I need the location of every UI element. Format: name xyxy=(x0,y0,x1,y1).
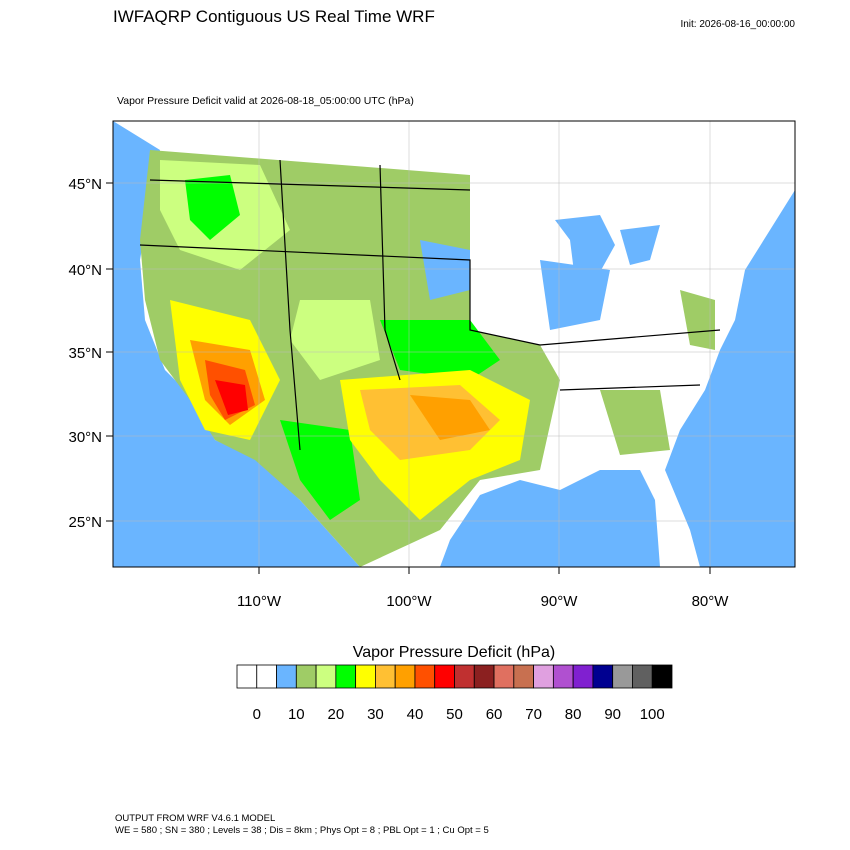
lon-label: 80°W xyxy=(692,593,730,610)
color-box xyxy=(493,664,515,689)
longitude-labels: 110°W 100°W 90°W 80°W xyxy=(237,567,729,610)
colorbar-label: 90 xyxy=(604,706,621,723)
lon-label: 90°W xyxy=(541,593,579,610)
colorbar: 0 10 20 30 40 50 60 70 80 90 100 xyxy=(236,664,673,723)
lat-label: 45°N xyxy=(68,176,102,193)
colorbar-label: 70 xyxy=(525,706,542,723)
lon-label: 100°W xyxy=(386,593,432,610)
color-box xyxy=(632,664,653,689)
color-box xyxy=(572,664,594,689)
color-box xyxy=(533,664,554,689)
color-box xyxy=(473,664,495,689)
lat-label: 30°N xyxy=(68,429,102,446)
colorbar-title: Vapor Pressure Deficit (hPa) xyxy=(353,644,555,661)
colorbar-label: 80 xyxy=(565,706,582,723)
color-box xyxy=(394,664,416,689)
color-box xyxy=(295,664,317,689)
latitude-labels: 45°N 40°N 35°N 30°N 25°N xyxy=(68,176,113,531)
color-box xyxy=(335,664,357,689)
colorbar-label: 10 xyxy=(288,706,305,723)
color-box xyxy=(355,664,376,689)
colorbar-label: 20 xyxy=(328,706,345,723)
lat-label: 35°N xyxy=(68,345,102,362)
color-box xyxy=(513,664,534,689)
color-box xyxy=(236,664,258,689)
lat-label: 25°N xyxy=(68,514,102,531)
lat-label: 40°N xyxy=(68,262,102,279)
color-box xyxy=(651,664,673,689)
color-box xyxy=(375,664,396,689)
lon-label: 110°W xyxy=(237,593,282,610)
color-box xyxy=(454,664,475,689)
init-time: Init: 2026-08-16_00:00:00 xyxy=(680,19,795,30)
color-box xyxy=(592,664,614,689)
color-box xyxy=(434,664,455,689)
colorbar-label: 60 xyxy=(486,706,503,723)
colorbar-label: 50 xyxy=(446,706,463,723)
color-box xyxy=(612,664,633,689)
color-box xyxy=(315,664,337,689)
colorbar-label: 30 xyxy=(367,706,384,723)
footer-line: WE = 580 ; SN = 380 ; Levels = 38 ; Dis … xyxy=(115,825,489,836)
color-box xyxy=(552,664,574,689)
colorbar-label: 40 xyxy=(407,706,424,723)
title: IWFAQRP Contiguous US Real Time WRF xyxy=(113,7,435,26)
color-box xyxy=(414,664,436,689)
color-box xyxy=(276,664,297,689)
footer-line: OUTPUT FROM WRF V4.6.1 MODEL xyxy=(115,813,275,824)
color-box xyxy=(256,664,277,689)
map-field xyxy=(112,120,796,568)
map-subtitle: Vapor Pressure Deficit valid at 2026-08-… xyxy=(117,95,414,107)
colorbar-label: 100 xyxy=(640,706,665,723)
colorbar-label: 0 xyxy=(253,706,261,723)
